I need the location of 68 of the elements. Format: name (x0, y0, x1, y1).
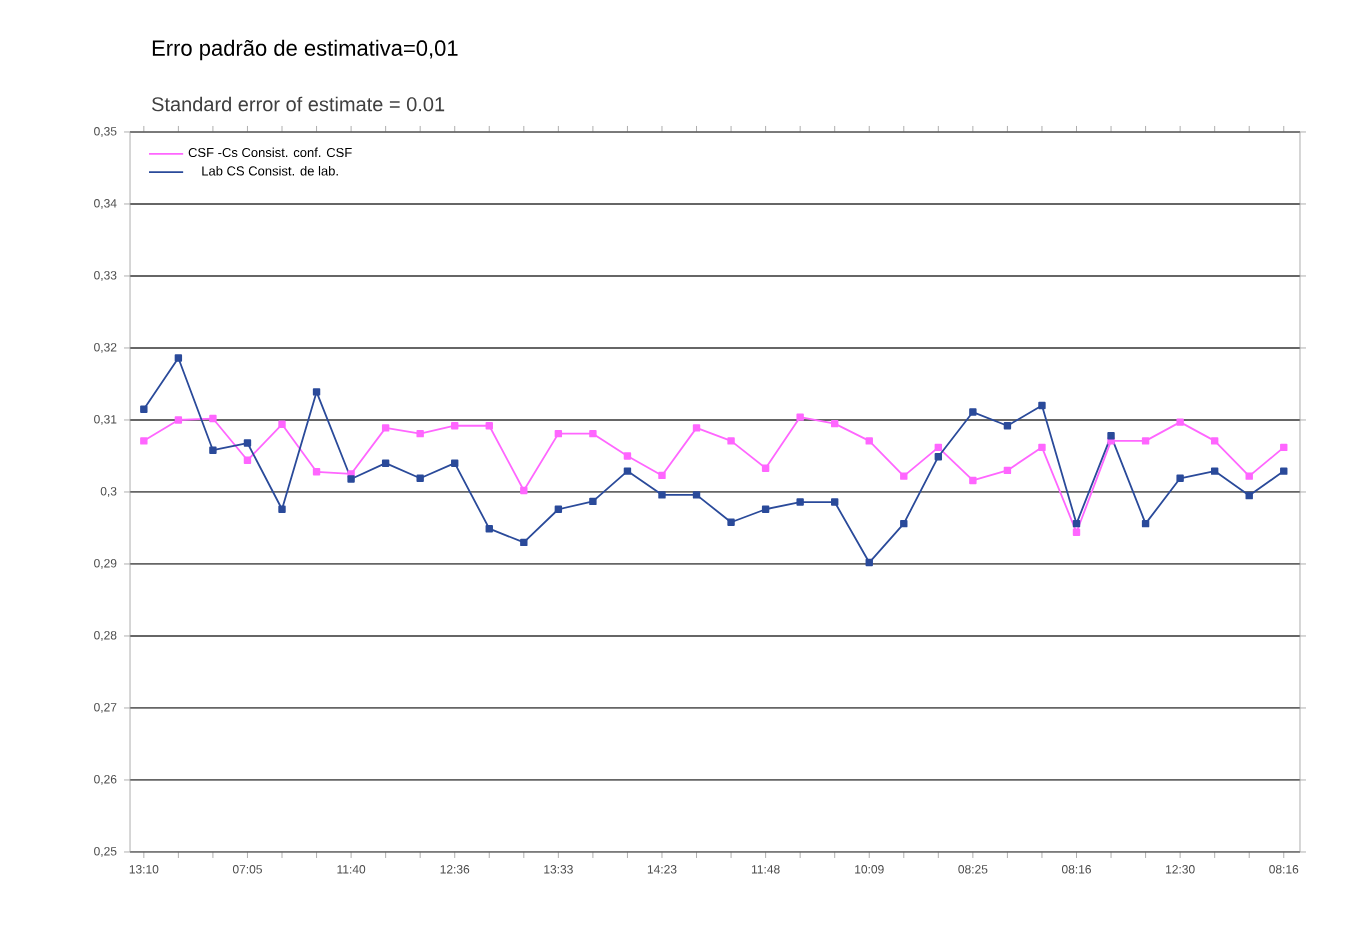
point (1245, 491, 1253, 500)
point (761, 505, 770, 513)
point (1003, 422, 1012, 430)
point (727, 437, 735, 445)
point (865, 558, 873, 567)
point (589, 497, 597, 506)
point (554, 429, 563, 438)
point (658, 471, 666, 480)
point (1176, 418, 1184, 426)
point (278, 420, 286, 428)
point (554, 505, 563, 513)
point (174, 416, 183, 424)
point (485, 525, 493, 533)
point (174, 354, 183, 362)
point (312, 468, 321, 476)
point (900, 519, 908, 528)
point (623, 452, 632, 460)
point (589, 429, 597, 438)
point (520, 486, 528, 495)
point (865, 437, 873, 445)
point (381, 424, 390, 432)
point (278, 505, 286, 513)
point (831, 419, 839, 428)
point (1072, 528, 1081, 536)
point (692, 491, 701, 499)
point (623, 467, 632, 475)
point (796, 413, 804, 421)
point (1038, 401, 1046, 410)
point (1141, 437, 1150, 445)
point (209, 446, 217, 454)
point (1210, 467, 1219, 475)
point (934, 452, 943, 461)
chart-subtitle: Standard error of estimate = 0.01 (151, 96, 445, 112)
point (1003, 466, 1012, 475)
point (1141, 519, 1150, 528)
point (520, 538, 528, 547)
point (692, 424, 701, 432)
point (1210, 437, 1219, 445)
point (416, 429, 424, 438)
point (796, 498, 804, 506)
point (658, 491, 666, 499)
point (1176, 474, 1184, 482)
point (934, 443, 943, 452)
point (831, 498, 839, 506)
point (1245, 472, 1253, 480)
point (312, 388, 321, 396)
point (451, 422, 459, 430)
point (381, 459, 390, 467)
point (347, 475, 355, 483)
point (969, 408, 977, 416)
point (243, 456, 252, 464)
point (243, 439, 252, 447)
point (1072, 519, 1081, 528)
point (1107, 432, 1115, 440)
point (451, 459, 459, 467)
point (485, 422, 493, 430)
point (900, 472, 908, 480)
point (1280, 467, 1288, 475)
chart-title: Erro padrão de estimativa=0,01 (152, 39, 458, 61)
point (969, 476, 977, 485)
point (416, 474, 424, 482)
point (140, 405, 148, 413)
point (140, 437, 148, 445)
point (1280, 443, 1288, 452)
point (209, 414, 217, 423)
point (1038, 443, 1046, 452)
point (727, 518, 735, 526)
point (761, 464, 770, 472)
